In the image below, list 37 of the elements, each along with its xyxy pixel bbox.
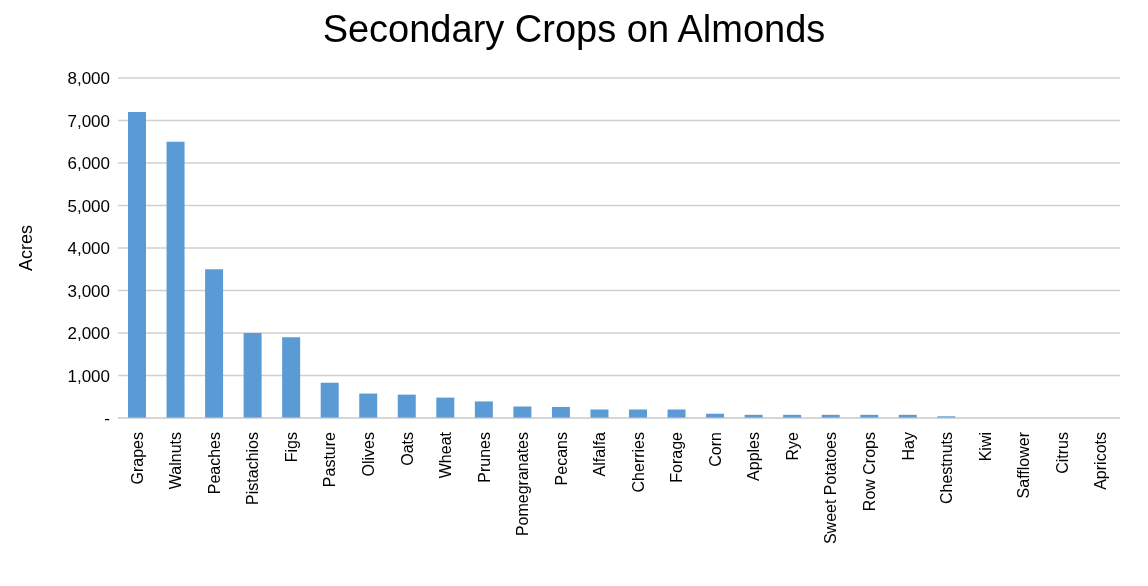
y-tick-label: - (104, 409, 110, 429)
x-tick-label: Pecans (552, 432, 570, 486)
y-tick-label: 5,000 (67, 196, 110, 216)
x-tick-label: Apples (745, 432, 763, 481)
y-tick-label: 1,000 (67, 366, 110, 386)
x-tick-label: Olives (360, 432, 377, 477)
x-tick-label: Pistachios (244, 432, 262, 505)
x-tick-label: Oats (398, 432, 416, 466)
x-tick-label: Apricots (1092, 432, 1110, 490)
x-tick-label: Pasture (321, 431, 339, 488)
y-tick-label: 2,000 (67, 324, 110, 344)
x-tick-label: Walnuts (167, 432, 185, 490)
y-tick-label: 3,000 (67, 281, 110, 301)
x-tick-label: Figs (282, 432, 300, 463)
y-tick-label: 6,000 (67, 154, 110, 174)
y-tick-label: 7,000 (67, 111, 110, 131)
x-tick-label: Chestnuts (938, 432, 956, 505)
y-axis-title: Acres (16, 224, 37, 272)
x-tick-label: Corn (706, 432, 724, 467)
x-tick-label: Peaches (205, 432, 223, 495)
x-tick-label: Wheat (437, 431, 455, 479)
x-tick-label: Kiwi (976, 432, 994, 462)
x-tick-label: Sweet Potatoes (822, 432, 840, 545)
x-tick-label: Citrus (1053, 432, 1071, 474)
x-tick-label: Rye (783, 431, 801, 461)
x-tick-label: Forage (668, 431, 686, 483)
chart-title: Secondary Crops on Almonds (321, 8, 827, 52)
x-tick-label: Alfalfa (591, 431, 609, 477)
y-tick-label: 8,000 (67, 69, 110, 89)
y-tick-label: 4,000 (67, 239, 110, 259)
x-tick-label: Pomegranates (514, 432, 532, 537)
x-tick-label: Safflower (1015, 431, 1033, 499)
x-tick-label: Grapes (128, 432, 146, 485)
x-tick-label: Hay (899, 432, 917, 461)
x-tick-label: Cherries (629, 432, 647, 493)
x-tick-label: Row Crops (861, 432, 878, 512)
x-tick-label: Prunes (475, 432, 493, 483)
